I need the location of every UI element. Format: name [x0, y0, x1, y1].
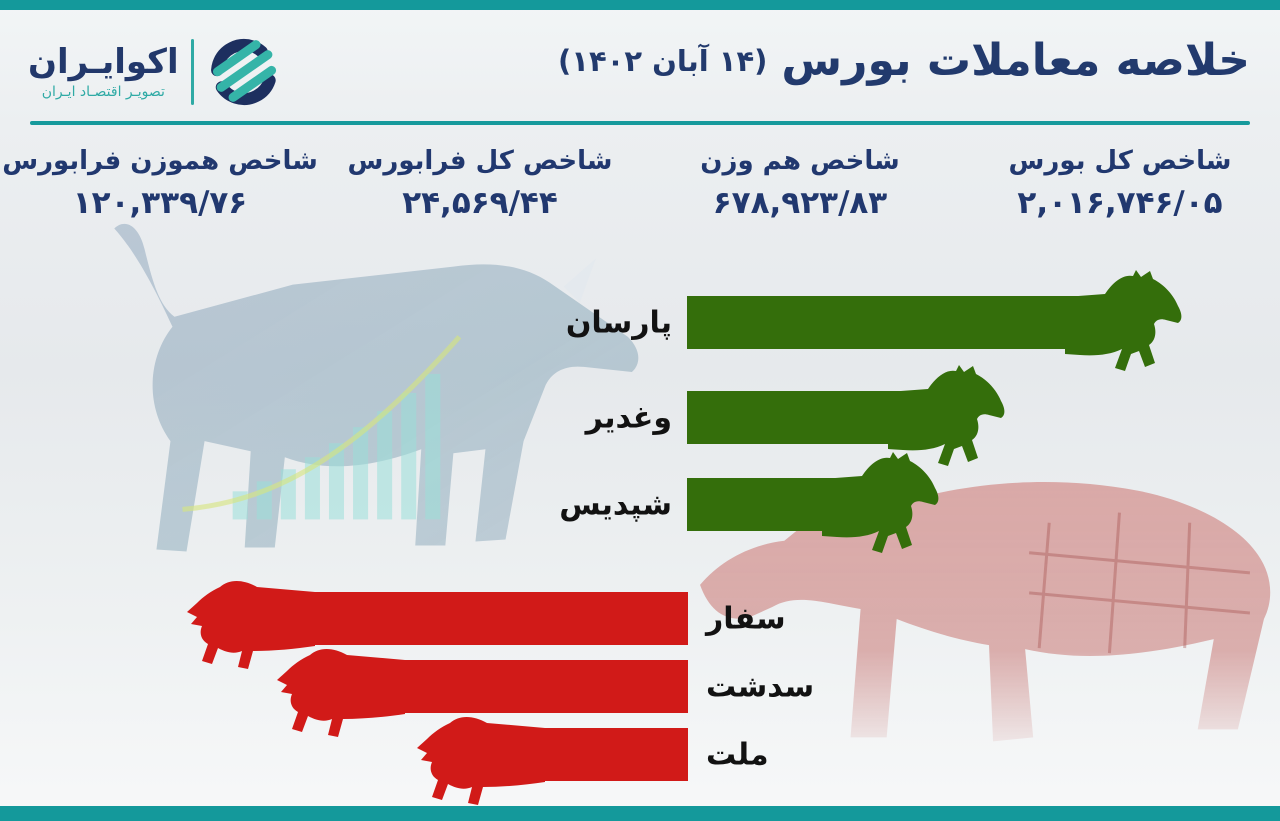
bear-icon	[187, 581, 315, 669]
gain-bar-rect	[687, 296, 1120, 349]
bear-watermark-image	[700, 482, 1271, 742]
index-label: شاخص هم وزن	[700, 146, 900, 176]
loser-row: ملت	[0, 717, 1280, 805]
bear-icon	[277, 649, 405, 737]
bottom-accent-bar	[0, 806, 1280, 821]
index-col-bourse-total: شاخص کل بورس ۲,۰۱۶,۷۴۶/۰۵	[960, 146, 1280, 221]
gainer-row: پارسان	[0, 270, 1280, 371]
index-value: ۲۴,۵۶۹/۴۴	[402, 185, 558, 221]
ecoiran-logo: اکوایـران تصویـر اقتصـاد ایـران	[28, 34, 282, 110]
ticker-label: پارسان	[565, 305, 672, 340]
ticker-label: وغدیر	[585, 400, 672, 435]
title-main: خلاصه معاملات بورس	[781, 35, 1250, 86]
bull-icon	[1065, 270, 1182, 371]
title-date: (۱۴ آبان ۱۴۰۲)	[558, 44, 768, 79]
ticker-label: سفار	[706, 601, 786, 636]
bull-watermark-image	[114, 223, 639, 552]
loss-bar-rect	[270, 592, 688, 645]
top-accent-bar	[0, 0, 1280, 10]
gainer-row: شپدیس	[0, 452, 1280, 553]
index-col-farabourse-total: شاخص کل فرابورس ۲۴,۵۶۹/۴۴	[320, 146, 640, 221]
bull-icon	[822, 452, 939, 553]
index-value: ۲,۰۱۶,۷۴۶/۰۵	[1017, 185, 1223, 221]
loser-row: سدشت	[0, 649, 1280, 737]
bear-icon	[417, 717, 545, 805]
ticker-label: شپدیس	[559, 487, 672, 522]
logo-divider	[190, 39, 194, 105]
index-col-farabourse-equal-weight: شاخص هموزن فرابورس ۱۲۰,۳۳۹/۷۶	[0, 146, 320, 221]
index-strip: شاخص کل بورس ۲,۰۱۶,۷۴۶/۰۵ شاخص هم وزن ۶۷…	[0, 146, 1280, 221]
index-label: شاخص هموزن فرابورس	[2, 146, 318, 176]
index-col-equal-weight: شاخص هم وزن ۶۷۸,۹۲۳/۸۳	[640, 146, 960, 221]
index-value: ۱۲۰,۳۳۹/۷۶	[72, 185, 248, 221]
loser-row: سفار	[0, 581, 1280, 669]
logo-tagline: تصویـر اقتصـاد ایـران	[41, 83, 165, 100]
index-label: شاخص کل بورس	[1008, 146, 1232, 176]
logo-name: اکوایـران	[28, 42, 179, 83]
logo-text-block: اکوایـران تصویـر اقتصـاد ایـران	[28, 42, 179, 100]
ecoiran-logo-mark-icon	[210, 39, 277, 105]
page-title: خلاصه معاملات بورس (۱۴ آبان ۱۴۰۲)	[558, 35, 1250, 87]
loss-bar-rect	[360, 660, 688, 713]
index-label: شاخص کل فرابورس	[347, 146, 613, 176]
gainer-row: وغدیر	[0, 365, 1280, 466]
header-separator-line	[30, 121, 1250, 125]
ticker-label: سدشت	[706, 669, 815, 704]
index-value: ۶۷۸,۹۲۳/۸۳	[712, 185, 888, 221]
bull-icon	[888, 365, 1005, 466]
ticker-label: ملت	[706, 737, 769, 772]
